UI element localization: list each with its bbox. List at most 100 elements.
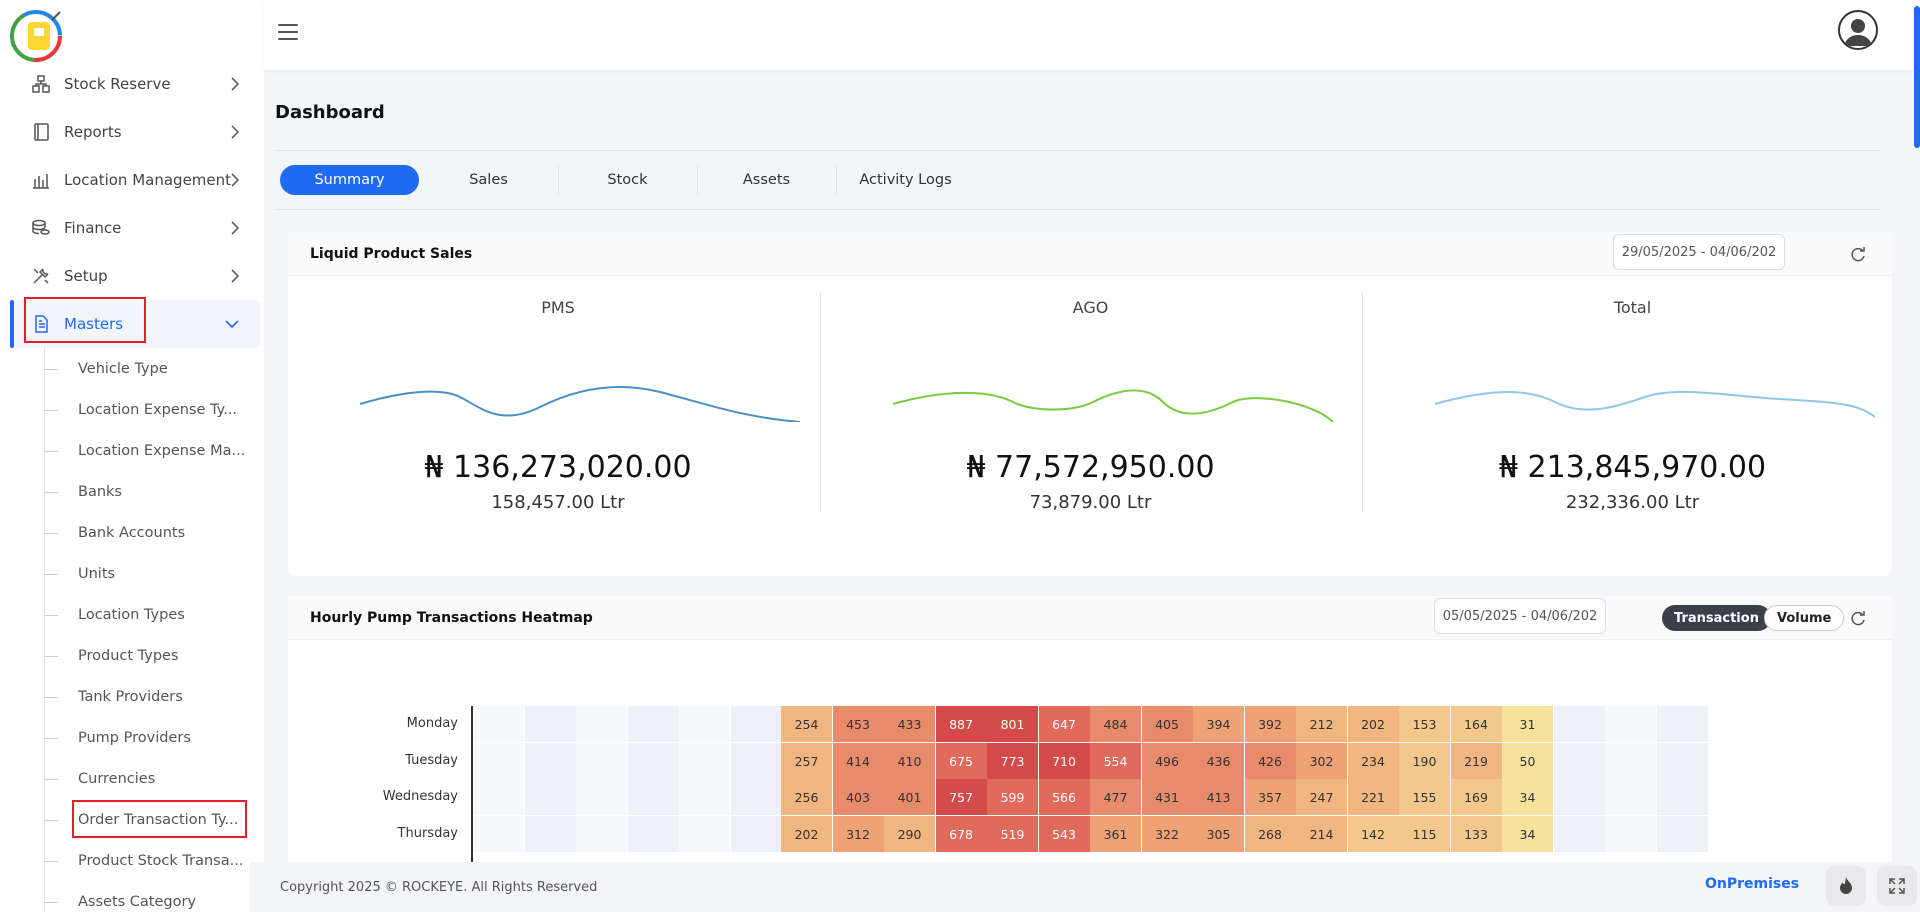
volume-toggle[interactable]: Volume: [1764, 605, 1845, 631]
heatmap-cell[interactable]: 302: [1296, 743, 1347, 779]
heatmap-cell[interactable]: 212: [1296, 706, 1347, 742]
sidebar-item-location-management[interactable]: Location Management: [0, 156, 264, 204]
hamburger-menu-icon[interactable]: [278, 24, 298, 40]
refresh-icon[interactable]: [1849, 245, 1867, 263]
heatmap-cell[interactable]: 519: [987, 816, 1038, 852]
heatmap-cell[interactable]: 401: [884, 779, 935, 815]
heatmap-cell[interactable]: 50: [1502, 743, 1553, 779]
scrollbar-thumb[interactable]: [1914, 6, 1920, 148]
heatmap-cell[interactable]: 405: [1141, 706, 1193, 742]
heatmap-cell[interactable]: 202: [1347, 706, 1399, 742]
heatmap-cell[interactable]: 554: [1090, 743, 1141, 779]
heatmap-cell[interactable]: 675: [935, 743, 987, 779]
fire-button[interactable]: [1826, 866, 1866, 906]
heatmap-cell[interactable]: 414: [832, 743, 884, 779]
date-range-picker[interactable]: 29/05/2025 - 04/06/202: [1613, 234, 1785, 270]
sidebar-item-stock-reserve[interactable]: Stock Reserve: [0, 60, 264, 108]
sidebar-item-reports[interactable]: Reports: [0, 108, 264, 156]
submenu-item[interactable]: Location Types: [0, 594, 264, 635]
heatmap-cell[interactable]: 357: [1244, 779, 1296, 815]
app-logo[interactable]: [8, 8, 66, 64]
heatmap-cell[interactable]: 219: [1450, 743, 1502, 779]
tab-activity-logs[interactable]: Activity Logs: [836, 165, 975, 195]
heatmap-cell[interactable]: 312: [832, 816, 884, 852]
heatmap-cell[interactable]: 153: [1399, 706, 1450, 742]
tab-assets[interactable]: Assets: [697, 165, 836, 195]
heatmap-cell[interactable]: 433: [884, 706, 935, 742]
heatmap-cell[interactable]: 431: [1141, 779, 1193, 815]
sidebar-item-setup[interactable]: Setup: [0, 252, 264, 300]
heatmap-cell[interactable]: 221: [1347, 779, 1399, 815]
heatmap-cell[interactable]: 115: [1399, 816, 1450, 852]
heatmap-cell[interactable]: 361: [1090, 816, 1141, 852]
submenu-item[interactable]: Vehicle Type: [0, 348, 264, 389]
submenu-item[interactable]: Order Transaction Ty...: [0, 799, 264, 840]
heatmap-cell[interactable]: 257: [781, 743, 832, 779]
heatmap-cell-empty: [627, 779, 679, 815]
tab-sales[interactable]: Sales: [469, 172, 508, 188]
heatmap-cell[interactable]: 247: [1296, 779, 1347, 815]
heatmap-cell[interactable]: 543: [1038, 816, 1090, 852]
submenu-item[interactable]: Assets Category: [0, 881, 264, 912]
heatmap-cell[interactable]: 410: [884, 743, 935, 779]
sidebar-item-finance[interactable]: Finance: [0, 204, 264, 252]
chevron-right-icon: [231, 269, 240, 283]
heatmap-cell[interactable]: 801: [987, 706, 1038, 742]
heatmap-cell[interactable]: 496: [1141, 743, 1193, 779]
submenu-item[interactable]: Bank Accounts: [0, 512, 264, 553]
submenu-item[interactable]: Product Stock Transa...: [0, 840, 264, 881]
refresh-icon[interactable]: [1849, 609, 1867, 627]
heatmap-cell[interactable]: 234: [1347, 743, 1399, 779]
heatmap-cell[interactable]: 305: [1193, 816, 1244, 852]
heatmap-cell[interactable]: 268: [1244, 816, 1296, 852]
heatmap-cell[interactable]: 887: [935, 706, 987, 742]
heatmap-cell[interactable]: 710: [1038, 743, 1090, 779]
heatmap-cell[interactable]: 214: [1296, 816, 1347, 852]
heatmap-cell[interactable]: 256: [781, 779, 832, 815]
heatmap-cell[interactable]: 436: [1193, 743, 1244, 779]
heatmap-cell[interactable]: 566: [1038, 779, 1090, 815]
heatmap-cell[interactable]: 169: [1450, 779, 1502, 815]
heatmap-cell[interactable]: 190: [1399, 743, 1450, 779]
submenu-item[interactable]: Currencies: [0, 758, 264, 799]
submenu-item[interactable]: Units: [0, 553, 264, 594]
submenu-item[interactable]: Pump Providers: [0, 717, 264, 758]
fullscreen-button[interactable]: [1877, 866, 1917, 906]
heatmap-cell[interactable]: 202: [781, 816, 832, 852]
tab-summary[interactable]: Summary: [280, 165, 419, 195]
transaction-toggle[interactable]: Transaction: [1662, 605, 1771, 631]
heatmap-cell[interactable]: 254: [781, 706, 832, 742]
user-avatar[interactable]: [1838, 10, 1878, 50]
heatmap-cell[interactable]: 31: [1502, 706, 1553, 742]
heatmap-cell[interactable]: 757: [935, 779, 987, 815]
date-range-picker[interactable]: 05/05/2025 - 04/06/202: [1434, 598, 1606, 634]
heatmap-cell[interactable]: 155: [1399, 779, 1450, 815]
tab-stock[interactable]: Stock: [558, 165, 697, 195]
heatmap-cell[interactable]: 290: [884, 816, 935, 852]
heatmap-cell[interactable]: 392: [1244, 706, 1296, 742]
heatmap-cell[interactable]: 773: [987, 743, 1038, 779]
heatmap-cell[interactable]: 647: [1038, 706, 1090, 742]
sidebar-item-masters[interactable]: Masters: [10, 300, 260, 348]
heatmap-cell[interactable]: 453: [832, 706, 884, 742]
heatmap-cell[interactable]: 142: [1347, 816, 1399, 852]
submenu-item[interactable]: Location Expense Ty...: [0, 389, 264, 430]
heatmap-cell[interactable]: 599: [987, 779, 1038, 815]
heatmap-cell[interactable]: 164: [1450, 706, 1502, 742]
submenu-item[interactable]: Product Types: [0, 635, 264, 676]
heatmap-cell[interactable]: 34: [1502, 816, 1553, 852]
heatmap-cell[interactable]: 34: [1502, 779, 1553, 815]
submenu-item[interactable]: Location Expense Ma...: [0, 430, 264, 471]
submenu-item[interactable]: Tank Providers: [0, 676, 264, 717]
heatmap-cell[interactable]: 322: [1141, 816, 1193, 852]
heatmap-cell[interactable]: 477: [1090, 779, 1141, 815]
heatmap-cell[interactable]: 413: [1193, 779, 1244, 815]
heatmap-cell[interactable]: 394: [1193, 706, 1244, 742]
heatmap-cell[interactable]: 133: [1450, 816, 1502, 852]
heatmap-cell[interactable]: 403: [832, 779, 884, 815]
heatmap-cell[interactable]: 484: [1090, 706, 1141, 742]
kpi-pms: PMS ₦ 136,273,020.00 158,457.00 Ltr: [288, 292, 828, 513]
submenu-item[interactable]: Banks: [0, 471, 264, 512]
heatmap-cell[interactable]: 426: [1244, 743, 1296, 779]
heatmap-cell[interactable]: 678: [935, 816, 987, 852]
